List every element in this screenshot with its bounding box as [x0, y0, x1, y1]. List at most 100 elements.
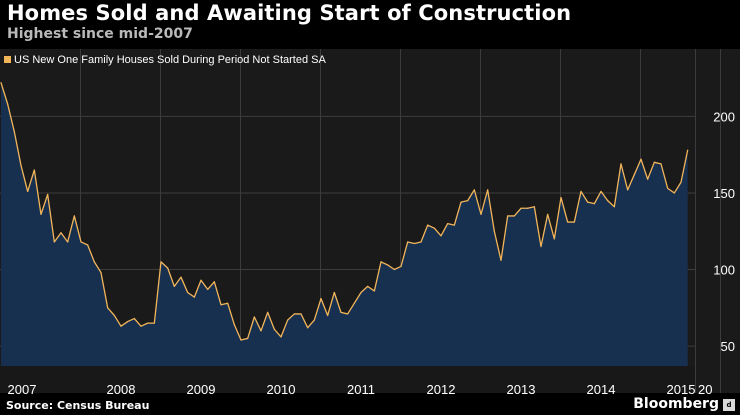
- data-point: [540, 245, 542, 248]
- brand-icon: d: [723, 399, 735, 411]
- data-point: [413, 242, 415, 245]
- data-point: [380, 261, 382, 263]
- data-point: [73, 215, 75, 217]
- data-point: [267, 311, 269, 314]
- data-point: [220, 304, 222, 306]
- x-axis-band: [0, 366, 695, 393]
- data-point: [80, 241, 82, 243]
- data-point: [127, 320, 129, 323]
- data-point: [467, 200, 469, 202]
- x-axis-labels: 2007 2008 2009 2010 2011 2012 2013 2014 2015 20: [8, 382, 712, 397]
- data-point: [187, 291, 189, 294]
- data-point: [100, 271, 102, 274]
- data-point: [300, 313, 302, 315]
- data-point: [0, 82, 2, 84]
- brand-logo: Bloomberg: [633, 396, 719, 412]
- data-point: [340, 311, 342, 314]
- data-point: [493, 230, 495, 232]
- data-point: [200, 279, 202, 281]
- data-point: [247, 337, 249, 340]
- data-point: [460, 201, 462, 203]
- data-point: [327, 314, 329, 317]
- data-point: [680, 181, 682, 183]
- data-point: [253, 316, 255, 318]
- data-point: [260, 330, 262, 332]
- data-point: [347, 313, 349, 315]
- x-tick-label: 20: [698, 382, 712, 397]
- data-point: [140, 325, 142, 327]
- data-point: [313, 319, 315, 321]
- data-point: [173, 285, 175, 287]
- data-point: [607, 200, 609, 202]
- data-point: [407, 241, 409, 243]
- data-point: [393, 268, 395, 271]
- data-point: [153, 322, 155, 324]
- data-point: [307, 327, 309, 329]
- data-point: [273, 328, 275, 330]
- data-point: [533, 206, 535, 208]
- data-point: [427, 224, 429, 226]
- data-point: [653, 161, 655, 163]
- data-point: [420, 241, 422, 243]
- data-point: [687, 149, 689, 151]
- data-point: [587, 201, 589, 203]
- data-point: [513, 215, 515, 217]
- x-tick-label: 2012: [427, 382, 456, 397]
- data-point: [480, 213, 482, 215]
- data-point: [553, 238, 555, 240]
- data-point: [147, 322, 149, 324]
- x-tick-label: 2015: [667, 382, 696, 397]
- data-point: [60, 232, 62, 234]
- data-point: [593, 203, 595, 205]
- data-point: [7, 103, 9, 105]
- data-point: [487, 189, 489, 191]
- legend-swatch: [4, 56, 11, 63]
- y-tick-label: 150: [713, 186, 735, 201]
- area-fill: [1, 82, 688, 366]
- data-point: [227, 302, 229, 304]
- data-point: [567, 221, 569, 223]
- data-point: [660, 163, 662, 165]
- data-point: [580, 190, 582, 193]
- data-point: [667, 187, 669, 189]
- x-tick-label: 2013: [507, 382, 536, 397]
- data-point: [27, 190, 29, 193]
- data-point: [93, 261, 95, 263]
- data-point: [367, 285, 369, 287]
- data-point: [87, 244, 89, 246]
- data-point: [520, 207, 522, 209]
- data-point: [360, 291, 362, 294]
- data-points: [0, 82, 689, 341]
- data-point: [287, 319, 289, 321]
- data-point: [40, 213, 42, 215]
- data-point: [500, 259, 502, 261]
- x-tick-label: 2007: [8, 382, 37, 397]
- y-tick-label: 100: [713, 263, 735, 278]
- data-point: [573, 221, 575, 223]
- data-point: [180, 276, 182, 278]
- data-point: [120, 325, 122, 327]
- legend: US New One Family Houses Sold During Per…: [4, 54, 326, 66]
- data-point: [627, 189, 629, 191]
- data-point: [67, 241, 69, 243]
- data-point: [373, 290, 375, 292]
- data-point: [333, 291, 335, 294]
- data-point: [473, 189, 475, 191]
- x-tick-label: 2010: [267, 382, 296, 397]
- series-line: [0, 82, 689, 341]
- data-point: [13, 131, 15, 133]
- data-point: [527, 207, 529, 209]
- data-point: [433, 227, 435, 229]
- data-point: [453, 224, 455, 226]
- legend-label: US New One Family Houses Sold During Per…: [14, 54, 326, 66]
- data-point: [620, 163, 622, 165]
- data-point: [387, 264, 389, 266]
- data-point: [240, 339, 242, 341]
- data-point: [20, 164, 22, 166]
- x-tick-label: 2009: [187, 382, 216, 397]
- x-tick-label: 2014: [587, 382, 616, 397]
- data-point: [160, 261, 162, 263]
- y-axis-labels: 50 100 150 200: [713, 109, 735, 354]
- x-tick-label: 2008: [107, 382, 136, 397]
